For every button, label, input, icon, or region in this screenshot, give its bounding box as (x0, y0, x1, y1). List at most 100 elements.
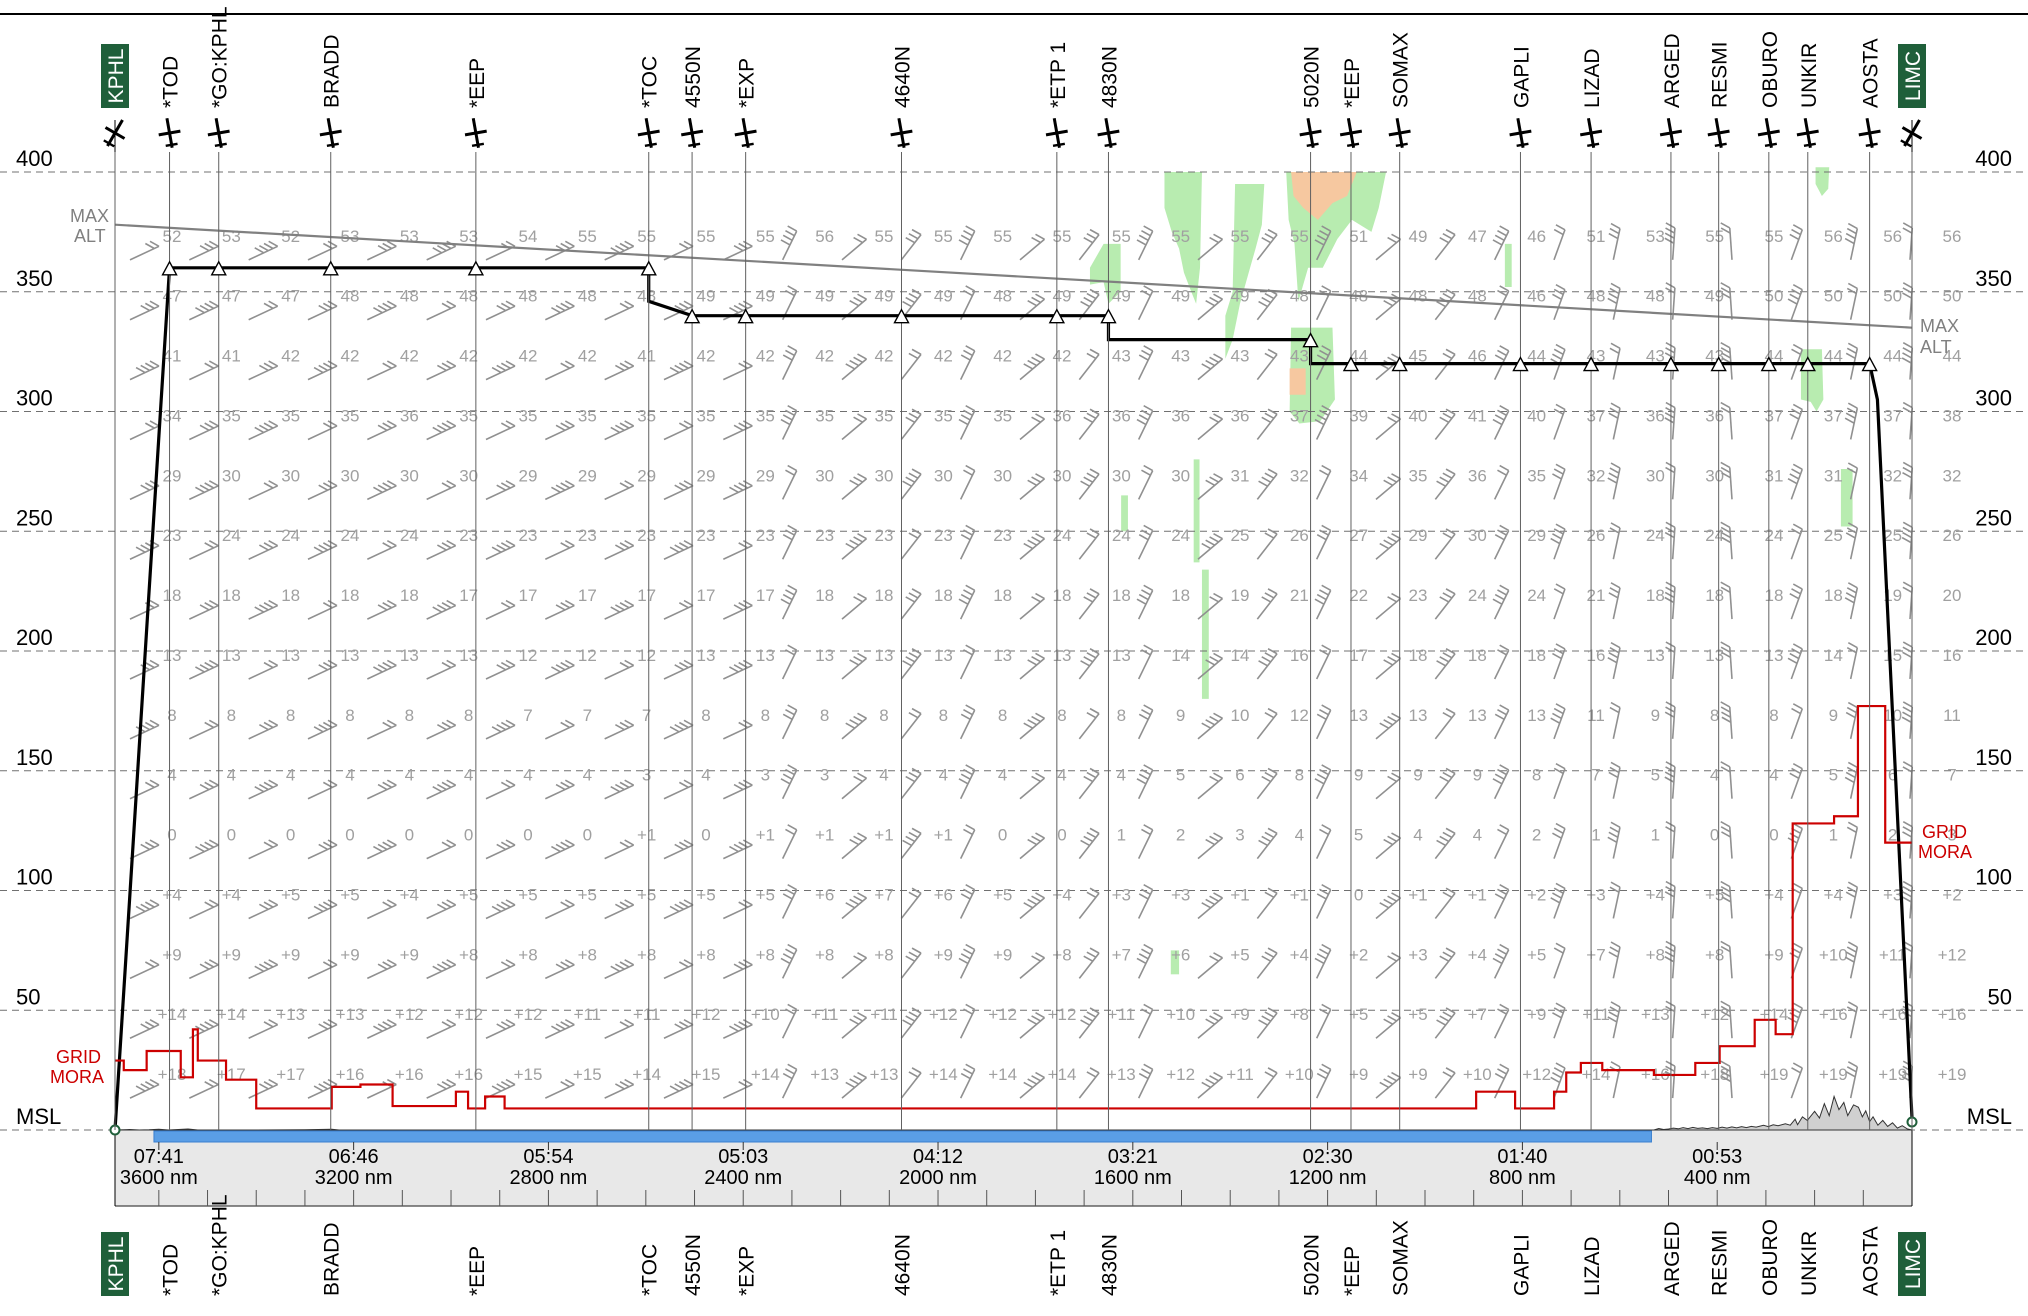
temperature-label: 3 (642, 766, 651, 785)
wind-barb-feather (1494, 234, 1505, 241)
wind-barb-feather (500, 661, 511, 669)
wind-barb-feather (1445, 947, 1456, 954)
temperature-label: +12 (929, 1005, 958, 1024)
waypoint-label-top: RESMI (1709, 41, 1732, 108)
temperature-label: +1 (815, 826, 834, 845)
aircraft-icon-wing (1509, 129, 1532, 137)
temperature-label: 48 (1409, 287, 1428, 306)
grid-mora-label-left: GRID (56, 1047, 101, 1067)
wind-barb (1720, 820, 1733, 859)
wind-barb-feather (963, 1068, 973, 1075)
wind-barb-feather (1553, 528, 1564, 535)
temperature-label: 48 (341, 287, 360, 306)
wind-barb (307, 1019, 338, 1039)
wind-barb-feather (436, 783, 447, 791)
waypoint-marker (467, 260, 485, 276)
temperature-label: 23 (519, 526, 538, 545)
wind-barb-feather (1209, 655, 1219, 663)
wind-barb-feather (1035, 832, 1045, 839)
temperature-label: 24 (1468, 586, 1487, 605)
wind-barb-shaft (1849, 467, 1859, 500)
waypoint: *EEP*EEP (464, 58, 489, 1296)
wind-barb-feather (1555, 523, 1566, 530)
wind-barb-shaft (1553, 828, 1566, 859)
wind-barb-feather (1264, 352, 1275, 360)
wind-barb (1846, 282, 1859, 320)
temperature-label: 55 (756, 227, 775, 246)
wind-barb-feather (1141, 768, 1151, 776)
wind-barb-feather (1845, 951, 1856, 958)
wind-barb (426, 540, 457, 560)
wind-barb-feather (327, 599, 338, 607)
wind-barb-feather (1792, 1062, 1803, 1069)
wind-barb-feather (1027, 359, 1038, 367)
wind-barb-feather (1665, 706, 1675, 713)
wind-barb (1845, 522, 1859, 560)
wind-barb-feather (1610, 701, 1621, 709)
wind-barb (1019, 233, 1046, 261)
temperature-label: 4 (1413, 826, 1422, 845)
temperature-label: 8 (405, 706, 414, 725)
wind-barb (604, 839, 635, 860)
wind-barb (1136, 943, 1154, 979)
terrain-layer (114, 1094, 1913, 1143)
y-tick-label-left: 250 (16, 505, 53, 530)
wind-barb-feather (1789, 772, 1800, 779)
wind-barb-feather (729, 1025, 739, 1032)
wind-barb-feather (208, 420, 219, 427)
wind-barb-feather (853, 655, 863, 663)
wind-barb-shaft (781, 230, 798, 261)
wind-barb-feather (965, 644, 976, 651)
temperature-label: +17 (276, 1065, 305, 1084)
waypoint-marker (1512, 356, 1529, 372)
wind-barb-feather (373, 845, 383, 853)
wind-barb-feather (674, 484, 685, 491)
wind-barb (1375, 892, 1402, 920)
temperature-label: 0 (345, 826, 354, 845)
temperature-label: 4 (1473, 826, 1482, 845)
airport-tag-bottom: LIMC (1898, 1232, 1926, 1296)
wind-barb-feather (1387, 356, 1397, 364)
wind-barb (1493, 285, 1510, 321)
wind-barb-feather (738, 302, 749, 310)
wind-barb (1844, 222, 1859, 261)
wind-barb (129, 300, 160, 321)
wind-barb (1790, 1062, 1804, 1099)
wind-barb-feather (1316, 773, 1327, 780)
wind-barb-feather (318, 364, 329, 372)
temperature-label: 47 (281, 287, 300, 306)
wind-barb (1197, 1071, 1224, 1099)
wind-barb-feather (1901, 716, 1912, 723)
wind-barb-feather (1610, 282, 1621, 290)
wind-barb-feather (505, 959, 516, 966)
temperature-label: 30 (815, 466, 834, 485)
temperature-label: +5 (696, 885, 715, 904)
wind-barb-feather (610, 785, 621, 793)
wind-barb-feather (1494, 773, 1505, 780)
wind-barb-feather (1553, 1007, 1564, 1014)
wind-barb-feather (318, 484, 329, 491)
wind-barb-shaft (1671, 527, 1676, 560)
wind-barb (366, 599, 397, 620)
wind-barb-feather (1720, 820, 1731, 828)
temperature-label: 55 (1705, 227, 1724, 246)
wind-barb-feather (564, 839, 575, 846)
wind-barb (1256, 887, 1278, 919)
wind-barb (544, 1019, 575, 1039)
wind-barb-feather (619, 901, 630, 908)
wind-barb (781, 1003, 798, 1039)
wind-barb-feather (441, 961, 452, 968)
wind-barb-feather (1383, 300, 1394, 307)
wind-barb-feather (1792, 403, 1803, 411)
wind-barb-feather (1847, 1061, 1858, 1068)
max-alt-label-right: MAX (1920, 316, 1959, 336)
aircraft-icon-tail (214, 142, 227, 148)
wind-barb-feather (1445, 348, 1456, 356)
temperature-label: 39 (1349, 406, 1368, 425)
wind-barb (1550, 882, 1566, 919)
temperature-label: 13 (1053, 646, 1072, 665)
aircraft-icon-tail (644, 142, 657, 148)
temperature-label: 4 (1057, 766, 1066, 785)
wind-barb (604, 779, 635, 800)
